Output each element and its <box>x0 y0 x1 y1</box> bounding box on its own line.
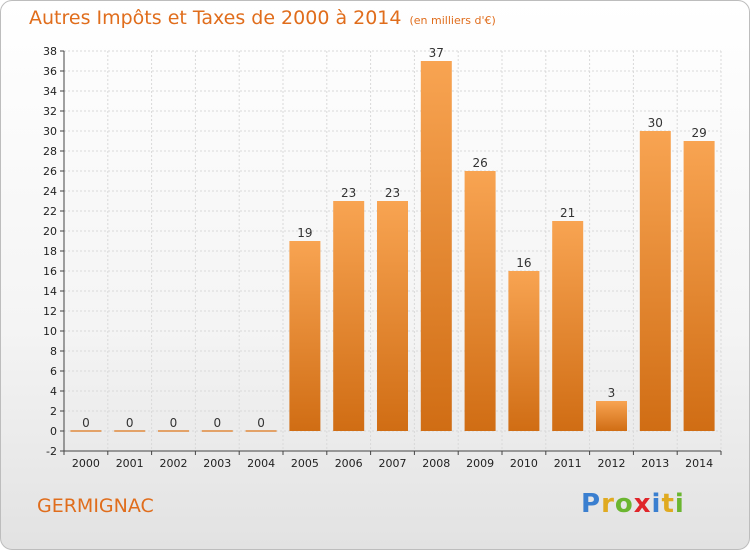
bar <box>333 201 365 431</box>
x-tick-label: 2010 <box>510 457 538 470</box>
bar-value-label: 0 <box>126 416 134 430</box>
bar-value-label: 0 <box>82 416 90 430</box>
x-tick-label: 2003 <box>203 457 231 470</box>
y-tick-label: 4 <box>50 385 57 398</box>
data-labels: 0 0 0 0 0 19 23 23 37 26 16 21 3 30 29 <box>82 46 707 430</box>
chart-title-text: Autres Impôts et Taxes de 2000 à 2014 <box>29 7 402 29</box>
x-tick-label: 2000 <box>72 457 100 470</box>
y-tick-label: 38 <box>43 45 57 58</box>
y-tick-label: 12 <box>43 305 57 318</box>
bar-value-label: 3 <box>608 386 616 400</box>
y-tick-label: 32 <box>43 105 57 118</box>
bar <box>596 401 627 431</box>
bar <box>464 171 496 431</box>
x-tick-label: 2005 <box>291 457 319 470</box>
bars <box>70 61 715 432</box>
bar <box>683 141 715 431</box>
bar-value-label: 0 <box>213 416 221 430</box>
x-tick-label: 2001 <box>116 457 144 470</box>
y-tick-label: 30 <box>43 125 57 138</box>
y-tick-label: 26 <box>43 165 57 178</box>
y-tick-label: 2 <box>50 405 57 418</box>
y-tick-label: -2 <box>46 445 57 458</box>
bar-value-label: 19 <box>297 226 312 240</box>
proxiti-logo[interactable]: Proxiti <box>581 489 685 519</box>
y-tick-label: 34 <box>43 85 57 98</box>
y-tick-label: 0 <box>50 425 57 438</box>
y-tick-label: 8 <box>50 345 57 358</box>
chart-subtitle: (en milliers d'€) <box>409 14 496 27</box>
bar-value-label: 30 <box>648 116 663 130</box>
x-tick-label: 2011 <box>554 457 582 470</box>
bar-value-label: 21 <box>560 206 575 220</box>
bar <box>289 241 321 431</box>
y-tick-label: 28 <box>43 145 57 158</box>
bar <box>552 221 584 431</box>
y-tick-label: 36 <box>43 65 57 78</box>
town-name: GERMIGNAC <box>37 495 154 517</box>
x-tick-label: 2007 <box>379 457 407 470</box>
x-tick-label: 2009 <box>466 457 494 470</box>
bar-value-label: 26 <box>472 156 487 170</box>
axes: -202468101214161820222426283032343638200… <box>43 45 722 470</box>
y-tick-label: 20 <box>43 225 57 238</box>
x-tick-label: 2012 <box>598 457 626 470</box>
bar <box>639 131 671 431</box>
bar-value-label: 16 <box>516 256 531 270</box>
bar-value-label: 0 <box>257 416 265 430</box>
chart-title: Autres Impôts et Taxes de 2000 à 2014 (en… <box>29 7 496 29</box>
x-tick-label: 2008 <box>422 457 450 470</box>
y-tick-label: 16 <box>43 265 57 278</box>
y-tick-label: 18 <box>43 245 57 258</box>
bar-value-label: 23 <box>341 186 356 200</box>
y-tick-label: 22 <box>43 205 57 218</box>
y-tick-label: 6 <box>50 365 57 378</box>
x-tick-label: 2002 <box>160 457 188 470</box>
x-tick-label: 2006 <box>335 457 363 470</box>
bar <box>377 201 408 431</box>
bar <box>420 61 452 431</box>
x-tick-label: 2004 <box>247 457 275 470</box>
bar <box>508 271 540 431</box>
bar-value-label: 23 <box>385 186 400 200</box>
x-tick-label: 2014 <box>685 457 713 470</box>
y-tick-label: 14 <box>43 285 57 298</box>
bar-value-label: 29 <box>691 126 706 140</box>
y-tick-label: 24 <box>43 185 57 198</box>
bar-value-label: 0 <box>170 416 178 430</box>
y-tick-label: 10 <box>43 325 57 338</box>
bar-value-label: 37 <box>429 46 444 60</box>
x-tick-label: 2013 <box>641 457 669 470</box>
